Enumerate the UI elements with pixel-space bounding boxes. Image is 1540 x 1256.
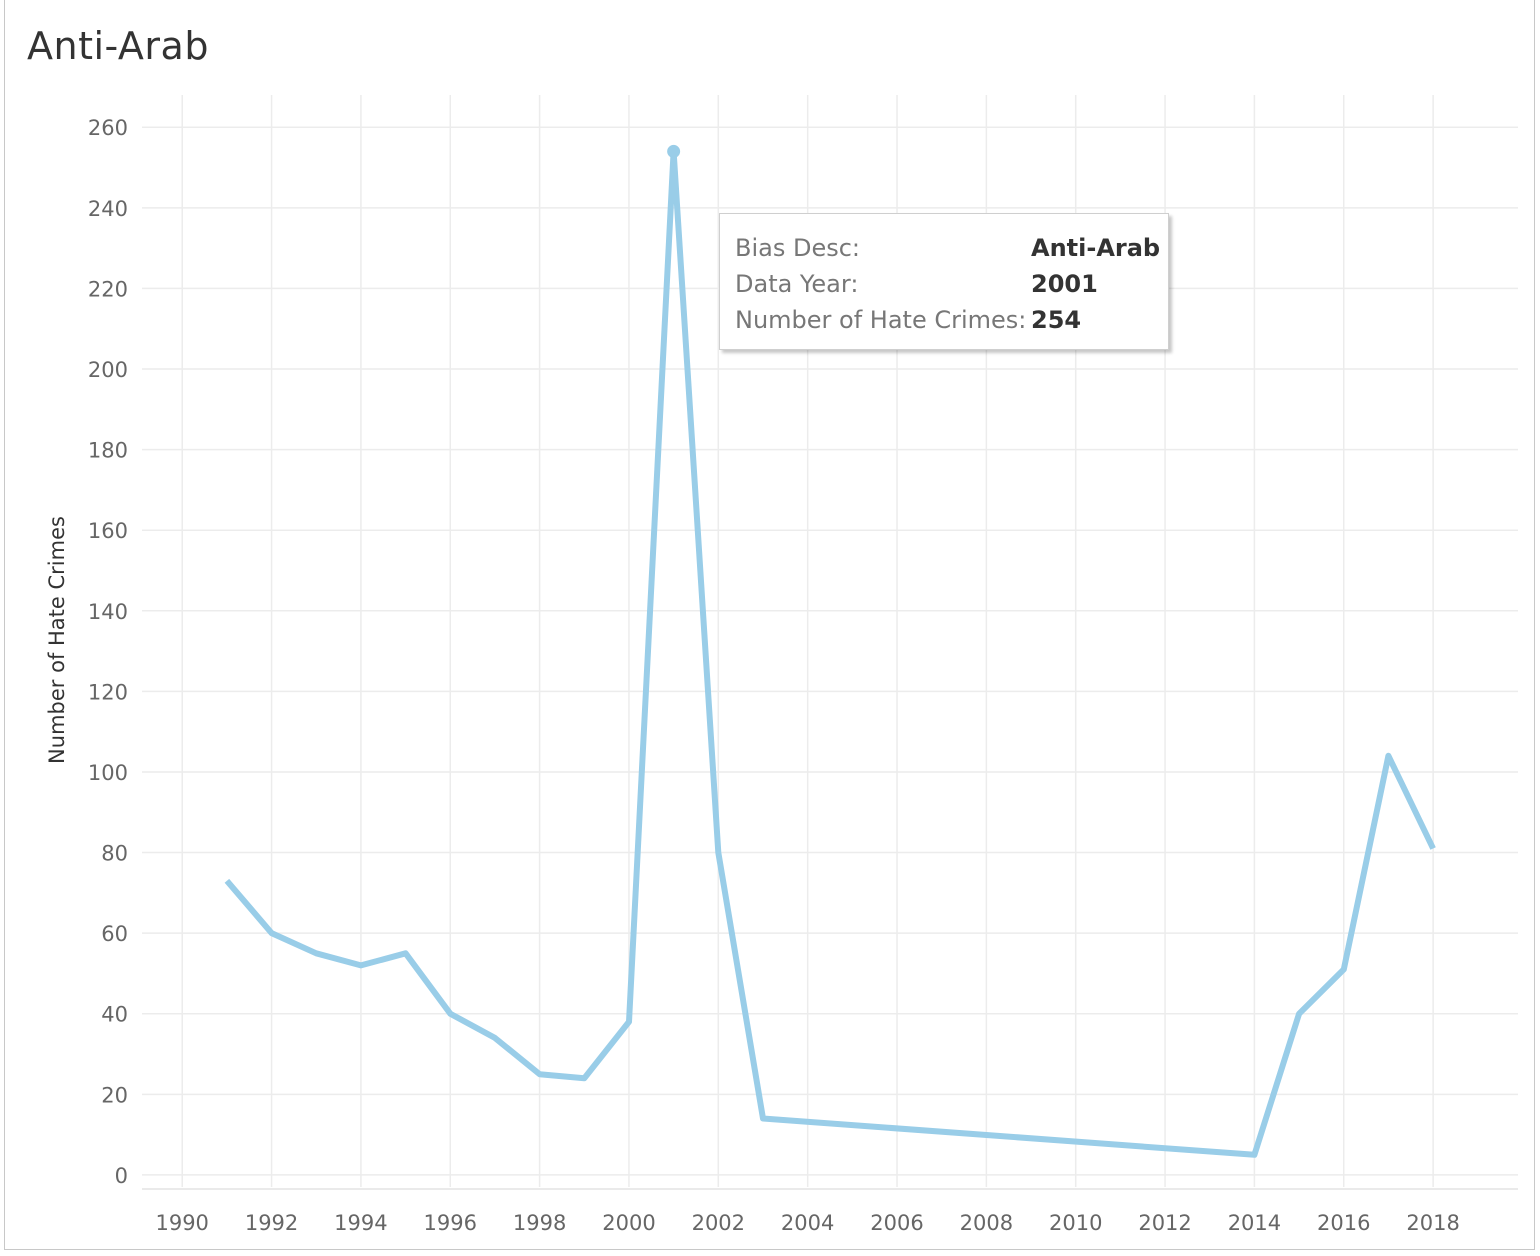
y-tick-label: 120 bbox=[88, 680, 128, 704]
x-tick-label: 2012 bbox=[1138, 1211, 1191, 1235]
y-tick-label: 60 bbox=[101, 922, 128, 946]
y-tick-label: 220 bbox=[88, 277, 128, 301]
y-axis-label: Number of Hate Crimes bbox=[45, 516, 69, 764]
x-tick-label: 1998 bbox=[513, 1211, 566, 1235]
x-tick-label: 1996 bbox=[424, 1211, 477, 1235]
x-tick-label: 1990 bbox=[155, 1211, 208, 1235]
tooltip-row-count: Number of Hate Crimes: 254 bbox=[735, 302, 1168, 338]
tooltip-label: Data Year: bbox=[735, 270, 859, 298]
tooltip-row-bias: Bias Desc: Anti-Arab bbox=[735, 230, 1168, 266]
tooltip-label: Bias Desc: bbox=[735, 234, 861, 262]
tooltip-value: 2001 bbox=[1031, 270, 1098, 298]
tooltip-value: Anti-Arab bbox=[1031, 234, 1161, 262]
tooltip-label: Number of Hate Crimes: bbox=[735, 306, 1027, 334]
y-tick-label: 180 bbox=[88, 439, 128, 463]
y-tick-label: 40 bbox=[101, 1003, 128, 1027]
x-tick-label: 2008 bbox=[960, 1211, 1013, 1235]
x-tick-label: 2014 bbox=[1228, 1211, 1281, 1235]
y-tick-label: 20 bbox=[101, 1083, 128, 1107]
chart-title: Anti-Arab bbox=[27, 24, 209, 68]
x-tick-label: 1992 bbox=[245, 1211, 298, 1235]
tooltip-value: 254 bbox=[1031, 306, 1082, 334]
x-tick-label: 2006 bbox=[870, 1211, 923, 1235]
x-tick-label: 1994 bbox=[334, 1211, 387, 1235]
x-tick-label: 2002 bbox=[692, 1211, 745, 1235]
series-layer bbox=[224, 144, 1436, 1158]
x-tick-label: 2004 bbox=[781, 1211, 834, 1235]
y-tick-label: 240 bbox=[88, 197, 128, 221]
x-tick-label: 2010 bbox=[1049, 1211, 1102, 1235]
grid-layer bbox=[142, 95, 1518, 1187]
series-line bbox=[224, 148, 1436, 1158]
y-tick-label: 260 bbox=[88, 116, 128, 140]
tooltip: Bias Desc: Anti-Arab Data Year: 2001 Numbe… bbox=[719, 213, 1169, 350]
y-tick-label: 0 bbox=[115, 1164, 128, 1188]
y-tick-label: 140 bbox=[88, 600, 128, 624]
highlighted-data-point[interactable] bbox=[667, 144, 681, 158]
tooltip-row-year: Data Year: 2001 bbox=[735, 266, 1168, 302]
x-tick-label: 2018 bbox=[1406, 1211, 1459, 1235]
y-tick-label: 100 bbox=[88, 761, 128, 785]
y-tick-label: 200 bbox=[88, 358, 128, 382]
x-tick-label: 2016 bbox=[1317, 1211, 1370, 1235]
y-tick-label: 80 bbox=[101, 842, 128, 866]
x-tick-label: 2000 bbox=[602, 1211, 655, 1235]
y-tick-label: 160 bbox=[88, 519, 128, 543]
axis-layer: 1990 1992 1994 1996 1998 2000 2002 2004 2006 2008… bbox=[88, 116, 1518, 1235]
